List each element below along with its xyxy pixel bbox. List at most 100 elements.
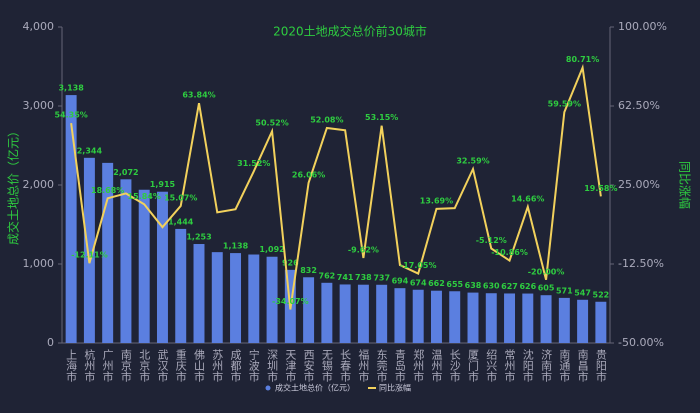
- bar-value-label: 627: [501, 282, 518, 291]
- bar: [430, 290, 442, 343]
- bar: [485, 293, 497, 343]
- y2-axis-title: 同比涨幅: [678, 161, 693, 209]
- bar: [230, 253, 242, 343]
- bar-value-label: 762: [319, 271, 336, 280]
- y-tick-label: 1,000: [23, 257, 55, 270]
- x-tick-label: 广州市: [101, 349, 114, 383]
- chart-title: 2020土地成交总价前30城市: [273, 24, 427, 39]
- bar-value-label: 832: [300, 266, 317, 275]
- x-tick-label: 长沙市: [448, 349, 461, 383]
- y2-tick-label: 25.00%: [618, 178, 660, 191]
- legend-label: 成交土地总价（亿元）: [275, 383, 355, 393]
- x-tick-label: 杭州市: [83, 348, 96, 383]
- bar: [540, 295, 552, 343]
- line-value-label: -12.11%: [71, 251, 108, 260]
- line-value-label: 15.07%: [164, 193, 197, 202]
- line-value-label: 52.08%: [310, 115, 343, 124]
- bar: [467, 292, 479, 343]
- x-tick-label: 福州市: [357, 348, 370, 383]
- bar: [558, 297, 570, 343]
- bar-value-label: 694: [392, 277, 409, 286]
- bar-value-label: 1,253: [186, 233, 211, 242]
- line-value-label: -17.05%: [400, 261, 437, 270]
- line-value-label: -10.86%: [491, 248, 528, 257]
- bar-value-label: 741: [337, 273, 354, 282]
- y-tick-label: 3,000: [23, 99, 55, 112]
- bar: [577, 299, 589, 343]
- bar: [266, 256, 278, 343]
- line: [70, 63, 602, 310]
- bar-value-label: 1,444: [168, 217, 194, 226]
- bar-value-label: 605: [538, 284, 555, 293]
- legend-label: 同比涨幅: [379, 383, 411, 393]
- y2-tick-label: 62.50%: [618, 99, 660, 112]
- bar-value-label: 737: [373, 273, 390, 282]
- line-value-label: 15.84%: [128, 192, 161, 201]
- bar: [303, 277, 315, 343]
- legend-swatch: [265, 385, 271, 391]
- bar: [522, 293, 534, 343]
- bar-value-label: 674: [410, 278, 427, 287]
- x-tick-label: 重庆市: [174, 348, 187, 383]
- bar: [394, 288, 406, 343]
- x-tick-label: 东莞市: [375, 349, 388, 383]
- bar-value-label: 2,072: [113, 168, 138, 177]
- bar-value-label: 571: [556, 286, 573, 295]
- x-tick-label: 绍兴市: [485, 348, 498, 383]
- line-value-label: 32.59%: [456, 157, 489, 166]
- bar-value-label: 638: [465, 281, 482, 290]
- x-tick-label: 温州市: [430, 349, 443, 383]
- bar: [248, 254, 260, 343]
- x-tick-label: 济南市: [540, 348, 553, 383]
- x-tick-label: 青岛市: [393, 349, 406, 383]
- bar: [211, 252, 223, 343]
- bar-value-label: 1,138: [223, 242, 249, 251]
- line-value-label: 59.59%: [548, 100, 581, 109]
- bar-value-label: 3,138: [58, 84, 84, 93]
- bar-value-label: 2,344: [77, 146, 103, 155]
- line-value-label: 54.35%: [54, 111, 87, 120]
- line-value-label: -34.07%: [272, 297, 309, 306]
- bar: [321, 282, 333, 343]
- bar: [120, 179, 132, 343]
- y-tick-label: 4,000: [23, 20, 55, 33]
- bar-value-label: 1,092: [259, 245, 284, 254]
- x-tick-label: 沈阳市: [521, 348, 534, 383]
- x-tick-label: 贵阳市: [594, 349, 607, 383]
- bar: [138, 189, 150, 343]
- line-value-label: 14.66%: [511, 194, 544, 203]
- bar-value-label: 655: [446, 280, 463, 289]
- x-tick-label: 上海市: [65, 349, 78, 383]
- line-value-label: 63.84%: [182, 91, 215, 100]
- bar: [357, 284, 369, 343]
- line-value-label: -20.00%: [528, 267, 565, 276]
- line-value-label: -5.12%: [476, 236, 507, 245]
- line-value-label: 13.69%: [420, 196, 453, 205]
- x-tick-label: 南通市: [558, 349, 571, 383]
- bar: [449, 291, 461, 343]
- x-tick-label: 长春市: [339, 349, 352, 383]
- bar: [102, 162, 114, 343]
- bar: [65, 95, 77, 344]
- bar-value-label: 738: [355, 273, 372, 282]
- line-value-label: 18.68%: [91, 186, 124, 195]
- bar: [412, 289, 424, 343]
- bar: [504, 293, 516, 343]
- bar: [175, 228, 187, 343]
- bar: [339, 284, 351, 343]
- x-tick-label: 郑州市: [412, 348, 425, 383]
- line-value-label: 19.58%: [584, 184, 617, 193]
- bar: [595, 301, 607, 343]
- x-tick-label: 无锡市: [320, 349, 333, 383]
- bar: [83, 157, 95, 343]
- bar-value-label: 926: [282, 258, 299, 267]
- line-value-label: 50.52%: [255, 119, 288, 128]
- x-tick-label: 宁波市: [247, 348, 260, 383]
- x-tick-label: 成都市: [229, 349, 242, 383]
- y2-tick-label: -50.00%: [618, 336, 664, 349]
- y2-tick-label: 100.00%: [618, 20, 667, 33]
- y2-tick-label: -12.50%: [618, 257, 664, 270]
- line-value-label: -9.62%: [348, 245, 379, 254]
- x-tick-label: 天津市: [284, 349, 297, 383]
